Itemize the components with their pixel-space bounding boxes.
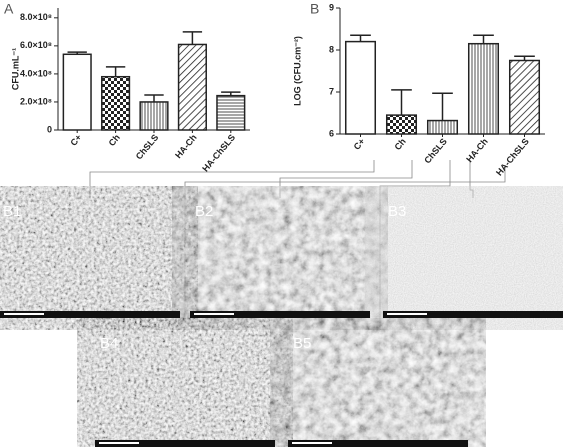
- panel-label: B: [310, 1, 319, 17]
- bar: [177, 43, 207, 131]
- connectors: [89, 160, 506, 330]
- y-tick-label: 6: [329, 128, 334, 138]
- x-tick-label: ChSLS: [422, 136, 449, 165]
- image-label: B3: [388, 203, 406, 220]
- bar: [344, 40, 377, 135]
- bar: [426, 119, 459, 135]
- x-tick-label: Ch: [107, 132, 122, 148]
- x-tick-label: C+: [68, 132, 83, 147]
- y-tick-label: 8: [329, 44, 334, 54]
- image-label: B1: [3, 203, 21, 220]
- sem-images: [0, 198, 563, 447]
- y-axis-label: LOG (CFU.cm⁻²): [292, 36, 302, 106]
- x-tick-label: HA-ChSLS: [494, 136, 531, 177]
- image-label: B5: [293, 335, 311, 352]
- image-label: B4: [100, 335, 118, 352]
- bar: [467, 42, 500, 135]
- bar: [139, 101, 169, 131]
- panel-label: A: [4, 1, 14, 17]
- bar: [385, 114, 418, 135]
- y-tick-label: 9: [329, 2, 334, 12]
- y-tick-label: 7: [329, 86, 334, 96]
- x-tick-label: C+: [352, 136, 367, 151]
- bar: [508, 59, 541, 135]
- x-tick-label: HA-Ch: [173, 132, 199, 160]
- y-tick-label: 8.0×10⁸: [20, 12, 52, 22]
- y-axis-label: CFU.mL⁻¹: [10, 48, 20, 90]
- x-tick-label: ChSLS: [134, 132, 161, 161]
- image-label: B2: [195, 203, 213, 220]
- x-tick-label: Ch: [392, 136, 407, 152]
- y-tick-label: 6.0×10⁸: [20, 40, 52, 50]
- bar: [101, 75, 131, 131]
- y-tick-label: 2.0×10⁸: [20, 96, 52, 106]
- bar: [62, 53, 92, 131]
- x-tick-label: HA-Ch: [464, 136, 490, 164]
- y-tick-label: 0: [47, 124, 52, 134]
- bar: [216, 94, 246, 131]
- y-tick-label: 4.0×10⁸: [20, 68, 52, 78]
- x-tick-label: HA-ChSLS: [200, 132, 237, 173]
